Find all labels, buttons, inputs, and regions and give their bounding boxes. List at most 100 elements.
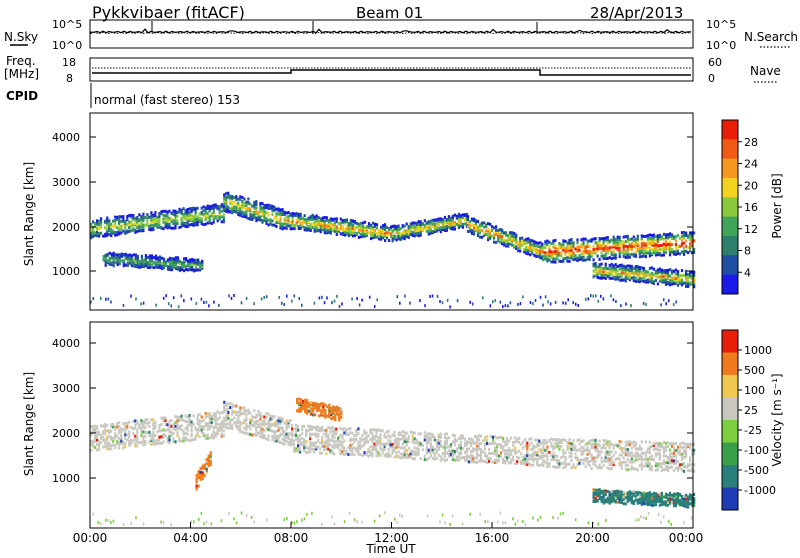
- heat-cell: [520, 452, 522, 455]
- heat-cell: [639, 445, 641, 448]
- heat-cell: [542, 455, 544, 458]
- heat-cell: [671, 456, 673, 459]
- heat-cell: [164, 429, 166, 432]
- heat-cell: [148, 421, 150, 424]
- heat-cell: [147, 261, 149, 264]
- heat-cell: [447, 299, 449, 302]
- heat-cell: [524, 444, 526, 447]
- heat-cell: [641, 448, 643, 451]
- heat-cell: [371, 441, 373, 444]
- heat-cell: [493, 226, 495, 229]
- heat-cell: [476, 435, 478, 438]
- heat-cell: [625, 253, 627, 256]
- heat-cell: [635, 491, 637, 494]
- heat-cell: [344, 219, 346, 222]
- heat-cell: [273, 436, 275, 439]
- heat-cell: [163, 297, 165, 300]
- heat-cell: [562, 239, 564, 242]
- heat-cell: [597, 447, 599, 450]
- heat-cell: [607, 242, 609, 245]
- heat-cell: [439, 300, 441, 303]
- heat-cell: [213, 215, 215, 218]
- heat-cell: [277, 220, 279, 223]
- heat-cell: [619, 241, 621, 244]
- heat-cell: [253, 302, 255, 305]
- heat-cell: [675, 235, 677, 238]
- heat-cell: [364, 233, 366, 236]
- heat-cell: [677, 250, 679, 253]
- heat-cell: [494, 459, 496, 462]
- heat-cell: [271, 438, 273, 441]
- heat-cell: [677, 460, 679, 463]
- heat-cell: [611, 246, 613, 249]
- heat-cell: [94, 437, 96, 440]
- heat-cell: [142, 216, 144, 219]
- heat-cell: [641, 270, 643, 273]
- heat-cell: [128, 214, 130, 217]
- heat-cell: [414, 453, 416, 456]
- heat-cell: [292, 212, 294, 215]
- heat-cell: [440, 455, 442, 458]
- heat-cell: [112, 444, 114, 447]
- heat-cell: [633, 444, 635, 447]
- heat-cell: [472, 303, 474, 306]
- heat-cell: [305, 444, 307, 447]
- heat-cell: [200, 471, 202, 474]
- heat-cell: [215, 426, 217, 429]
- heat-cell: [641, 468, 643, 471]
- heat-cell: [534, 453, 536, 456]
- heat-cell: [305, 429, 307, 432]
- heat-cell: [352, 232, 354, 235]
- heat-cell: [627, 256, 629, 259]
- heat-cell: [436, 449, 438, 452]
- heat-cell: [339, 452, 341, 455]
- heat-cell: [607, 457, 609, 460]
- heat-cell: [529, 253, 531, 256]
- heat-cell: [560, 439, 562, 442]
- heat-cell: [585, 465, 587, 468]
- heat-cell: [350, 231, 352, 234]
- heat-cell: [191, 297, 193, 300]
- heat-cell: [179, 266, 181, 269]
- heat-cell: [477, 226, 479, 229]
- heat-cell: [217, 423, 219, 426]
- heat-cell: [617, 236, 619, 239]
- heat-cell: [148, 425, 150, 428]
- heat-cell: [491, 229, 493, 232]
- heat-cell: [243, 211, 245, 214]
- heat-cell: [404, 447, 406, 450]
- heat-cell: [351, 298, 353, 301]
- heat-cell: [366, 225, 368, 228]
- heat-cell: [96, 219, 98, 222]
- heat-cell: [408, 236, 410, 239]
- heat-cell: [155, 261, 157, 264]
- heat-cell: [446, 433, 448, 436]
- heat-cell: [675, 239, 677, 242]
- heat-cell: [535, 299, 537, 302]
- heat-cell: [603, 244, 605, 247]
- heat-cell: [174, 210, 176, 213]
- heat-cell: [521, 240, 523, 243]
- heat-cell: [677, 466, 679, 469]
- heat-cell: [142, 213, 144, 216]
- heat-cell: [225, 409, 227, 412]
- heat-cell: [313, 433, 315, 436]
- heat-cell: [108, 435, 110, 438]
- heat-cell: [529, 239, 531, 242]
- heat-cell: [685, 250, 687, 253]
- heat-cell: [170, 220, 172, 223]
- heat-cell: [469, 301, 471, 304]
- heat-cell: [591, 443, 593, 446]
- heat-cell: [162, 227, 164, 230]
- heat-cell: [689, 469, 691, 472]
- heat-cell: [144, 421, 146, 424]
- heat-cell: [661, 492, 663, 495]
- heat-cell: [449, 305, 451, 308]
- nsearch-label: N.Search: [744, 30, 798, 44]
- heat-cell: [213, 206, 215, 209]
- heat-cell: [544, 246, 546, 249]
- heat-cell: [558, 442, 560, 445]
- heat-cell: [552, 251, 554, 254]
- heat-cell: [681, 468, 683, 471]
- heat-cell: [582, 459, 584, 462]
